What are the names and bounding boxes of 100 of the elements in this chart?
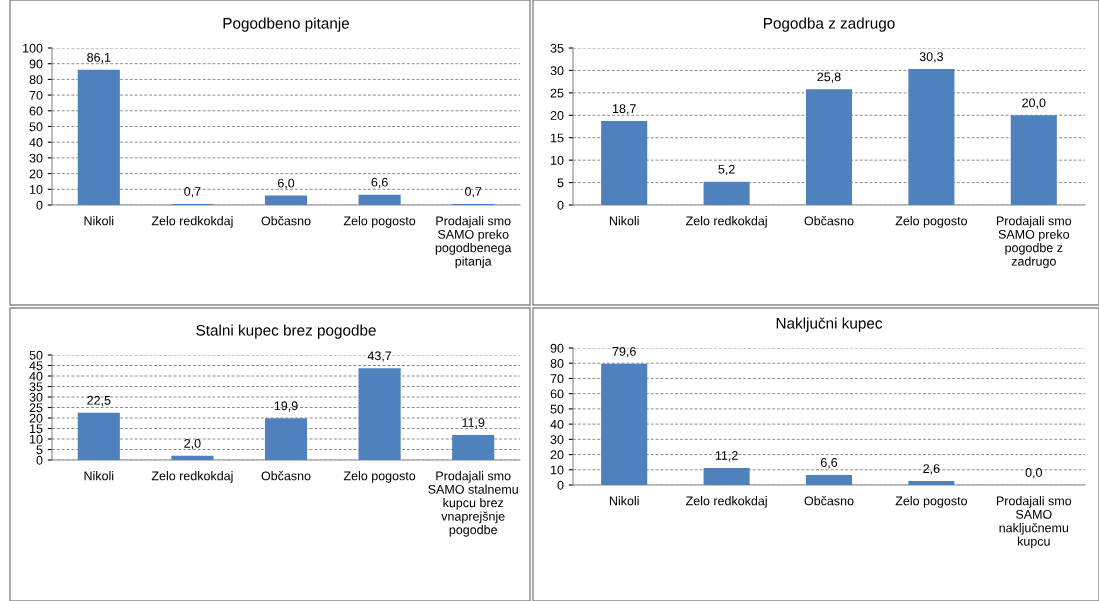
x-tick-label: Zelo pogosto xyxy=(895,216,968,228)
bar xyxy=(77,412,120,460)
y-tick-label: 50 xyxy=(550,404,564,414)
chart-title: Stalni kupec brez pogodbe xyxy=(196,324,376,339)
x-tick-label: Zelo redkokdaj xyxy=(151,471,233,483)
data-label: 79,6 xyxy=(612,346,636,358)
bar xyxy=(805,89,853,205)
bar xyxy=(358,368,401,460)
y-tick-label: 20 xyxy=(550,111,564,120)
y-tick-label: 50 xyxy=(29,350,43,360)
y-tick-label: 90 xyxy=(29,59,43,69)
y-tick-label: 15 xyxy=(551,133,564,143)
x-tick-label: Prodajali smo SAMO stalnemu kupcu brez vnaprejšnje pogodbe xyxy=(428,471,518,537)
x-tick-label: Zelo pogosto xyxy=(343,471,416,483)
data-label: 0,7 xyxy=(465,187,482,198)
x-tick-label: Občasno xyxy=(261,471,311,481)
x-tick-label: Občasno xyxy=(804,216,854,226)
bar xyxy=(601,121,648,205)
data-label: 11,2 xyxy=(715,451,738,462)
x-tick-label: Zelo pogosto xyxy=(895,496,968,508)
data-label: 0,0 xyxy=(1025,468,1042,479)
data-label: 6,6 xyxy=(371,177,388,189)
data-label: 43,7 xyxy=(367,351,392,362)
x-tick-label: Prodajali smo SAMO naključnemu kupcu xyxy=(996,496,1072,549)
bar xyxy=(1010,115,1057,205)
x-tick-label: Nikoli xyxy=(609,496,639,506)
y-tick-label: 20 xyxy=(29,169,43,179)
bar xyxy=(601,363,648,485)
y-tick-label: 35 xyxy=(550,43,564,53)
bar xyxy=(908,481,955,485)
y-tick-label: 10 xyxy=(551,155,564,165)
data-label: 0,7 xyxy=(184,187,201,198)
data-label: 30,3 xyxy=(919,52,944,63)
y-tick-label: 20 xyxy=(29,413,43,423)
data-label: 22,5 xyxy=(87,395,111,407)
y-tick-label: 50 xyxy=(29,122,43,132)
bar xyxy=(264,418,308,460)
y-tick-label: 0 xyxy=(557,200,564,210)
data-label: 6,6 xyxy=(820,458,838,469)
bar xyxy=(77,69,120,205)
chart-title: Pogodba z zadrugo xyxy=(764,17,895,32)
y-tick-label: 100 xyxy=(23,43,43,53)
y-tick-label: 35 xyxy=(29,382,43,392)
bar xyxy=(264,195,308,205)
y-tick-label: 10 xyxy=(551,465,564,475)
x-tick-label: Prodajali smo SAMO preko pogodbe z zadrugo xyxy=(996,216,1072,269)
data-label: 86,1 xyxy=(87,52,111,64)
y-tick-label: 80 xyxy=(29,75,43,85)
data-label: 5,2 xyxy=(718,164,735,176)
x-tick-label: Prodajali smo SAMO preko pogodbenega pitanja xyxy=(435,216,512,269)
y-tick-label: 25 xyxy=(550,88,564,98)
y-tick-label: 5 xyxy=(557,178,564,188)
data-label: 25,8 xyxy=(817,72,841,83)
y-tick-label: 40 xyxy=(550,419,564,429)
y-tick-label: 80 xyxy=(550,359,564,368)
y-tick-label: 30 xyxy=(29,392,43,402)
bar xyxy=(452,435,495,460)
data-label: 20,0 xyxy=(1022,98,1046,109)
bar xyxy=(908,69,955,205)
bar xyxy=(805,474,853,485)
bar xyxy=(171,455,214,460)
y-tick-label: 15 xyxy=(30,424,43,434)
x-tick-label: Nikoli xyxy=(84,471,114,481)
y-tick-label: 5 xyxy=(36,445,43,455)
y-tick-label: 30 xyxy=(29,153,43,163)
bar xyxy=(358,194,401,205)
x-tick-label: Nikoli xyxy=(609,216,639,226)
y-tick-label: 70 xyxy=(29,90,43,100)
y-tick-label: 30 xyxy=(550,66,564,76)
x-tick-label: Zelo redkokdaj xyxy=(686,496,767,508)
data-label: 18,7 xyxy=(612,104,636,115)
chart-title: Naključni kupec xyxy=(776,317,883,332)
x-tick-label: Občasno xyxy=(804,496,854,506)
y-tick-label: 25 xyxy=(29,403,43,413)
x-tick-label: Zelo pogosto xyxy=(343,216,416,228)
y-tick-label: 60 xyxy=(29,106,43,116)
y-tick-label: 30 xyxy=(550,435,564,444)
bar xyxy=(703,467,750,485)
x-tick-label: Zelo redkokdaj xyxy=(686,216,767,228)
x-tick-label: Nikoli xyxy=(84,216,114,226)
y-tick-label: 70 xyxy=(550,374,564,384)
y-tick-label: 20 xyxy=(550,450,564,460)
y-tick-label: 45 xyxy=(29,361,43,371)
x-tick-label: Zelo redkokdaj xyxy=(151,216,233,228)
y-tick-label: 0 xyxy=(557,480,564,490)
y-tick-label: 0 xyxy=(36,455,43,465)
y-tick-label: 90 xyxy=(550,343,564,353)
data-label: 2,6 xyxy=(923,464,940,475)
x-tick-label: Občasno xyxy=(261,216,311,226)
bar xyxy=(703,181,750,205)
data-label: 11,9 xyxy=(462,418,485,429)
y-tick-label: 10 xyxy=(30,185,43,194)
y-tick-label: 40 xyxy=(29,371,43,381)
chart-title: Pogodbeno pitanje xyxy=(223,17,350,32)
y-tick-label: 40 xyxy=(29,138,43,147)
data-label: 6,0 xyxy=(277,178,295,190)
y-tick-label: 10 xyxy=(30,434,43,444)
data-label: 19,9 xyxy=(274,401,298,412)
y-tick-label: 0 xyxy=(36,200,43,210)
y-tick-label: 60 xyxy=(550,389,564,399)
